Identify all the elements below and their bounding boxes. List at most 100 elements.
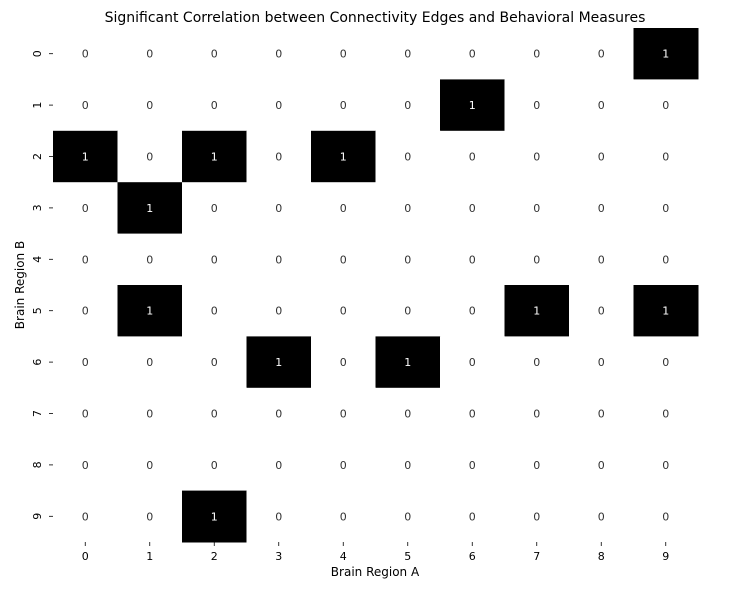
cell-value-label: 0 — [533, 48, 540, 61]
heatmap-cell — [569, 336, 634, 389]
cell-value-label: 0 — [340, 48, 347, 61]
heatmap-cell — [504, 387, 570, 440]
cell-value-label: 0 — [340, 253, 347, 266]
chart-title: Significant Correlation between Connecti… — [105, 10, 646, 26]
cell-value-label: 0 — [211, 459, 218, 472]
heatmap-cell — [311, 130, 376, 183]
heatmap-cell — [117, 336, 183, 389]
cell-value-label: 0 — [404, 510, 411, 523]
cell-value-label: 0 — [533, 202, 540, 215]
cell-value-label: 0 — [533, 253, 540, 266]
cell-value-label: 0 — [340, 459, 347, 472]
cell-value-label: 0 — [469, 253, 476, 266]
x-tick-label: 0 — [82, 550, 89, 563]
heatmap-cell — [504, 79, 570, 132]
cell-value-label: 1 — [340, 151, 347, 164]
cell-value-label: 0 — [662, 151, 669, 164]
x-tick-label: 2 — [211, 550, 218, 563]
cell-value-label: 1 — [211, 151, 218, 164]
cell-value-label: 0 — [469, 356, 476, 369]
y-tick-label: 0 — [31, 50, 44, 57]
x-tick-label: 3 — [275, 550, 282, 563]
y-tick-label: 1 — [31, 102, 44, 109]
cell-value-label: 0 — [211, 356, 218, 369]
y-tick-label: 9 — [31, 513, 44, 520]
cell-value-label: 0 — [598, 253, 605, 266]
cell-value-label: 0 — [211, 48, 218, 61]
heatmap-cell — [633, 233, 699, 286]
heatmap-cell — [504, 439, 570, 492]
heatmap-cell — [117, 490, 183, 543]
y-tick-label: 2 — [31, 153, 44, 160]
y-tick-label: 7 — [31, 410, 44, 417]
cell-value-label: 0 — [82, 48, 89, 61]
cell-value-label: 0 — [275, 253, 282, 266]
heatmap-cell — [569, 490, 634, 543]
cell-value-label: 0 — [340, 305, 347, 318]
cell-value-label: 0 — [211, 202, 218, 215]
heatmap-cell — [182, 233, 247, 286]
heatmap-cell — [246, 130, 312, 183]
heatmap-cell — [569, 285, 634, 337]
heatmap-cell — [440, 182, 505, 235]
heatmap-cell — [504, 490, 570, 543]
heatmap-cell — [53, 336, 118, 389]
cell-value-label: 0 — [662, 408, 669, 421]
cell-value-label: 0 — [533, 99, 540, 112]
cell-value-label: 0 — [82, 305, 89, 318]
cell-value-label: 0 — [404, 305, 411, 318]
heatmap-cell — [440, 233, 505, 286]
cell-value-label: 0 — [533, 510, 540, 523]
x-tick-label: 6 — [469, 550, 476, 563]
heatmap-cell — [569, 130, 634, 183]
heatmap-cell — [569, 79, 634, 132]
heatmap-cell — [182, 285, 247, 337]
x-tick-label: 5 — [404, 550, 411, 563]
heatmap-cell — [375, 182, 441, 235]
cell-value-label: 0 — [275, 408, 282, 421]
heatmap-cell — [633, 439, 699, 492]
heatmap-cell — [53, 233, 118, 286]
heatmap-cell — [633, 336, 699, 389]
heatmap-cell — [440, 79, 505, 132]
cell-value-label: 0 — [82, 510, 89, 523]
x-tick-label: 1 — [146, 550, 153, 563]
heatmap-cell — [117, 233, 183, 286]
heatmap-cell — [182, 28, 247, 80]
heatmap-cell — [311, 387, 376, 440]
cell-value-label: 0 — [662, 459, 669, 472]
x-tick-label: 9 — [662, 550, 669, 563]
cell-value-label: 0 — [340, 510, 347, 523]
cell-value-label: 0 — [82, 459, 89, 472]
heatmap-cell — [311, 233, 376, 286]
cell-value-label: 0 — [662, 510, 669, 523]
x-axis-ticks: 0 1 2 3 4 5 6 7 8 9 — [82, 542, 669, 563]
heatmap-cells: 0 0 0 0 0 0 0 0 0 1 0 0 0 0 0 0 1 0 0 0 1 0 1 0 1 0 0 0 0 0 0 1 0 0 0 0 0 0 0 0… — [53, 28, 699, 543]
heatmap-cell — [246, 490, 312, 543]
heatmap-cell — [246, 439, 312, 492]
cell-value-label: 0 — [146, 253, 153, 266]
cell-value-label: 0 — [146, 459, 153, 472]
y-tick-label: 8 — [31, 461, 44, 468]
cell-value-label: 1 — [533, 305, 540, 318]
heatmap-cell — [53, 182, 118, 235]
heatmap-cell — [117, 79, 183, 132]
heatmap-cell — [633, 285, 699, 337]
cell-value-label: 1 — [146, 305, 153, 318]
heatmap-cell — [375, 233, 441, 286]
heatmap-cell — [311, 28, 376, 80]
y-tick-label: 6 — [31, 359, 44, 366]
cell-value-label: 0 — [340, 408, 347, 421]
y-axis-ticks: 0 1 2 3 4 5 6 7 8 9 — [31, 50, 53, 520]
cell-value-label: 0 — [533, 356, 540, 369]
heatmap-cell — [246, 28, 312, 80]
heatmap-cell — [246, 387, 312, 440]
cell-value-label: 0 — [598, 202, 605, 215]
cell-value-label: 1 — [82, 151, 89, 164]
heatmap-cell — [311, 439, 376, 492]
heatmap-cell — [182, 439, 247, 492]
cell-value-label: 0 — [275, 510, 282, 523]
cell-value-label: 0 — [469, 48, 476, 61]
x-tick-label: 8 — [598, 550, 605, 563]
